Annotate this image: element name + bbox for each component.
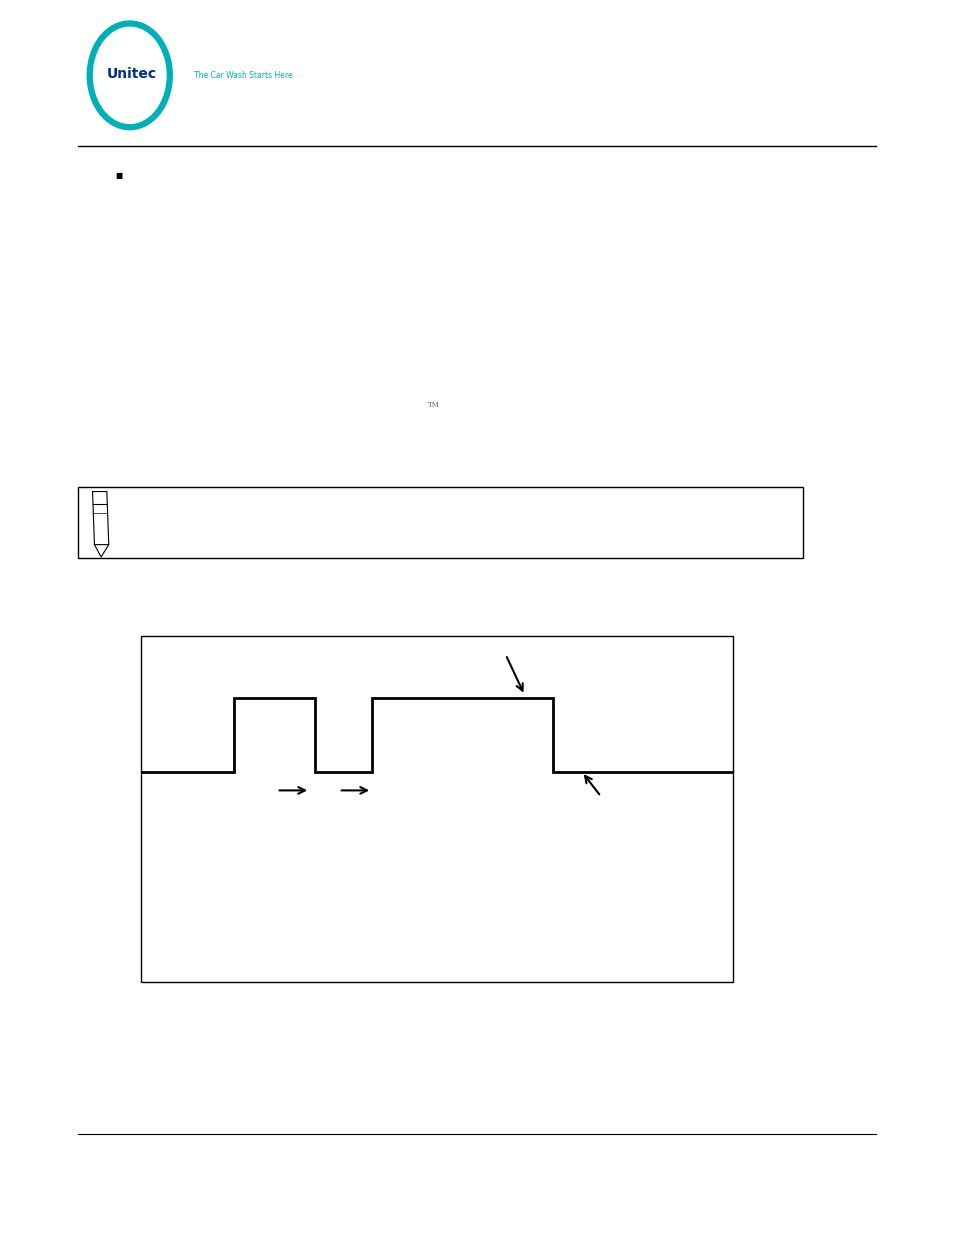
Bar xyxy=(141,636,732,982)
Bar xyxy=(78,487,802,558)
Text: The Car Wash Starts Here: The Car Wash Starts Here xyxy=(193,70,292,80)
Text: TM: TM xyxy=(428,401,439,409)
Text: Unitec: Unitec xyxy=(107,67,156,82)
Circle shape xyxy=(93,28,166,122)
Text: ■: ■ xyxy=(115,170,123,180)
